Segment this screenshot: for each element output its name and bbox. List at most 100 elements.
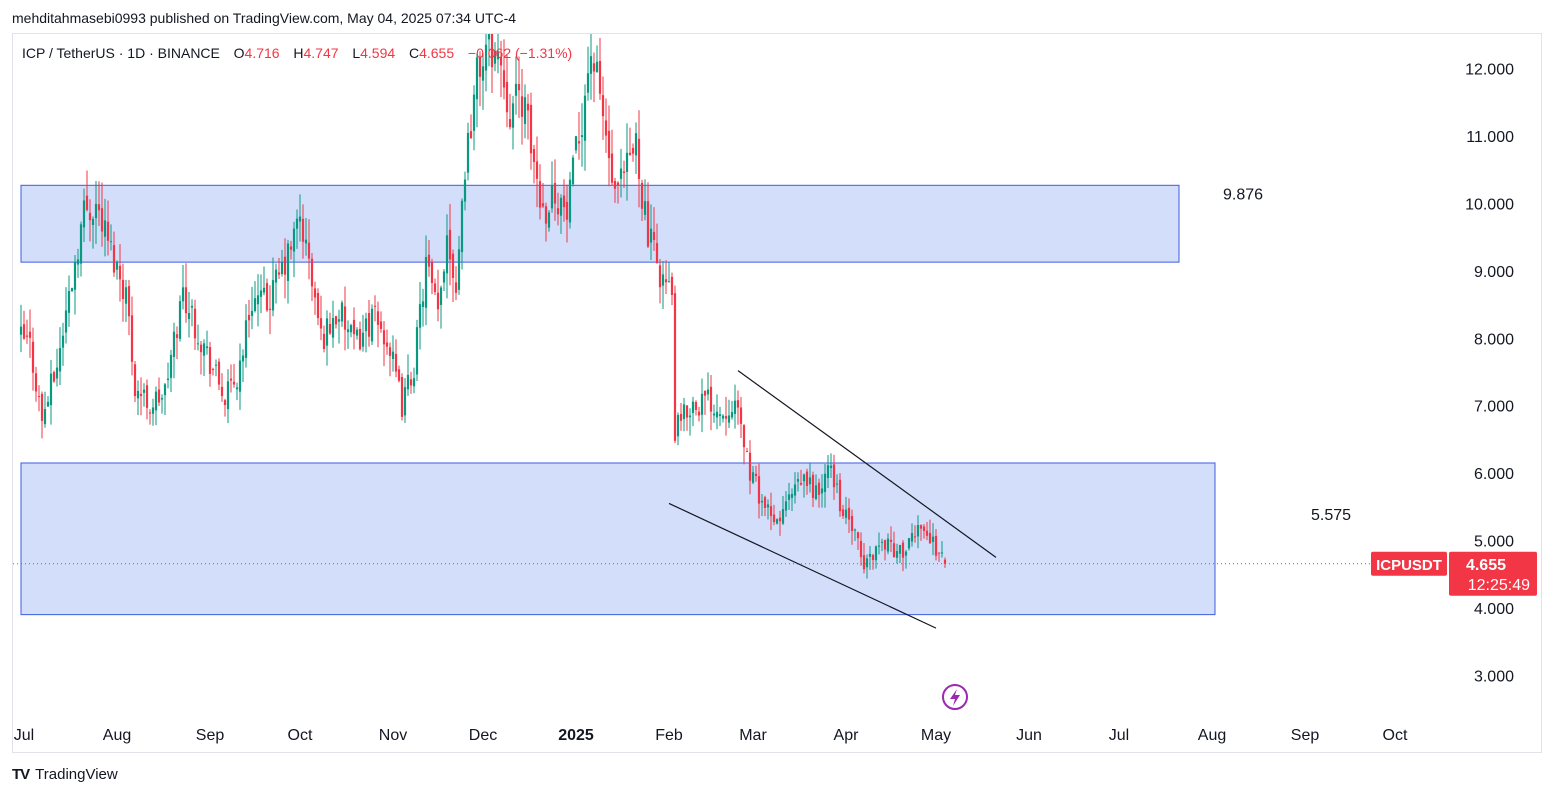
candle-body	[439, 287, 443, 305]
y-tick-label: 5.000	[1474, 534, 1514, 551]
candle-body	[583, 95, 587, 141]
candle-body	[778, 517, 782, 522]
candle-body	[514, 83, 518, 96]
candle-body	[739, 407, 743, 424]
candle-body	[835, 483, 839, 485]
candle-body	[811, 474, 815, 498]
footer-brand[interactable]: TV TradingView	[12, 766, 118, 783]
chart-frame[interactable]	[12, 33, 1542, 753]
candle-body	[688, 415, 692, 418]
candle-body	[565, 201, 569, 220]
candle-body	[754, 473, 758, 477]
candle-body	[472, 94, 476, 131]
candle-body	[295, 218, 299, 229]
candle-body	[130, 315, 134, 362]
price-axis: 12.000 11.000 10.000 9.000 8.000 7.000 6.000 5.…	[1371, 62, 1537, 685]
candle-body	[118, 265, 122, 280]
x-tick-label: Jul	[1109, 727, 1129, 744]
candle-body	[535, 161, 539, 179]
candle-body	[76, 259, 80, 265]
candle-body	[256, 295, 260, 305]
publisher-line: mehditahmasebi0993 published on TradingV…	[12, 10, 517, 26]
candle-body	[199, 344, 203, 353]
candle-body	[253, 298, 257, 311]
candle-body	[862, 555, 866, 570]
candle-body	[508, 119, 512, 128]
candle-body	[298, 216, 302, 222]
low-value: 4.594	[360, 45, 396, 61]
candle-body	[85, 195, 89, 210]
candle-body	[748, 452, 752, 481]
candle-body	[832, 464, 836, 488]
candle-body	[715, 411, 719, 418]
candle-body	[262, 287, 266, 293]
candle-body	[469, 131, 473, 139]
close-label: C	[408, 45, 420, 61]
candle-body	[730, 412, 734, 418]
candle-body	[313, 288, 317, 298]
candle-body	[385, 342, 389, 347]
candle-body	[49, 373, 53, 406]
zone-2	[20, 462, 1216, 616]
candle-body	[268, 308, 272, 310]
zones-layer	[13, 184, 1372, 616]
candle-body	[37, 396, 41, 398]
candle-body	[289, 246, 293, 250]
x-tick-label: May	[921, 727, 951, 744]
candle-body	[826, 465, 830, 479]
candle-body	[139, 393, 143, 397]
candle-body	[544, 206, 548, 224]
candle-body	[160, 398, 164, 400]
candle-body	[853, 529, 857, 531]
candle-body	[274, 269, 278, 283]
lightning-icon[interactable]	[942, 684, 968, 710]
candle-body	[136, 390, 140, 399]
candle-body	[940, 552, 944, 554]
candle-body	[769, 506, 773, 517]
candle-body	[877, 545, 881, 547]
candle-body	[247, 314, 251, 321]
y-tick-label: 8.000	[1474, 331, 1514, 348]
candle-body	[226, 381, 230, 410]
x-tick-label: Jul	[14, 727, 34, 744]
candle-body	[277, 272, 281, 275]
candle-body	[97, 204, 101, 211]
candle-body	[676, 414, 680, 437]
candle-body	[541, 203, 545, 207]
y-tick-label: 4.000	[1474, 601, 1514, 618]
candle-body	[640, 182, 644, 209]
candle-body	[586, 73, 590, 93]
candle-body	[898, 544, 902, 554]
candle-body	[925, 530, 929, 536]
candle-body	[70, 288, 74, 292]
candle-body	[652, 231, 656, 241]
candle-body	[28, 331, 32, 338]
candle-body	[859, 540, 863, 558]
candle-body	[412, 378, 416, 387]
candle-body	[712, 413, 716, 416]
candle-body	[379, 321, 383, 329]
candle-body	[781, 509, 785, 524]
candle-body	[703, 390, 707, 396]
candle-body	[601, 95, 605, 117]
y-tick-label: 6.000	[1474, 466, 1514, 483]
candle-body	[868, 553, 872, 557]
candle-body	[679, 413, 683, 421]
price-tag-value: 4.655	[1466, 557, 1506, 574]
candle-body	[364, 318, 368, 332]
candle-body	[217, 361, 221, 385]
brand-name: TradingView	[35, 766, 118, 783]
candle-body	[694, 402, 698, 410]
candle-body	[430, 262, 434, 284]
candle-body	[628, 152, 632, 155]
candle-body	[814, 485, 818, 499]
candle-body	[82, 200, 86, 228]
candle-body	[595, 61, 599, 72]
candle-body	[484, 44, 488, 71]
candle-body	[889, 539, 893, 542]
x-tick-label: Jun	[1016, 727, 1042, 744]
y-tick-label: 11.000	[1466, 129, 1514, 146]
candle-body	[796, 479, 800, 482]
candle-body	[841, 509, 845, 516]
